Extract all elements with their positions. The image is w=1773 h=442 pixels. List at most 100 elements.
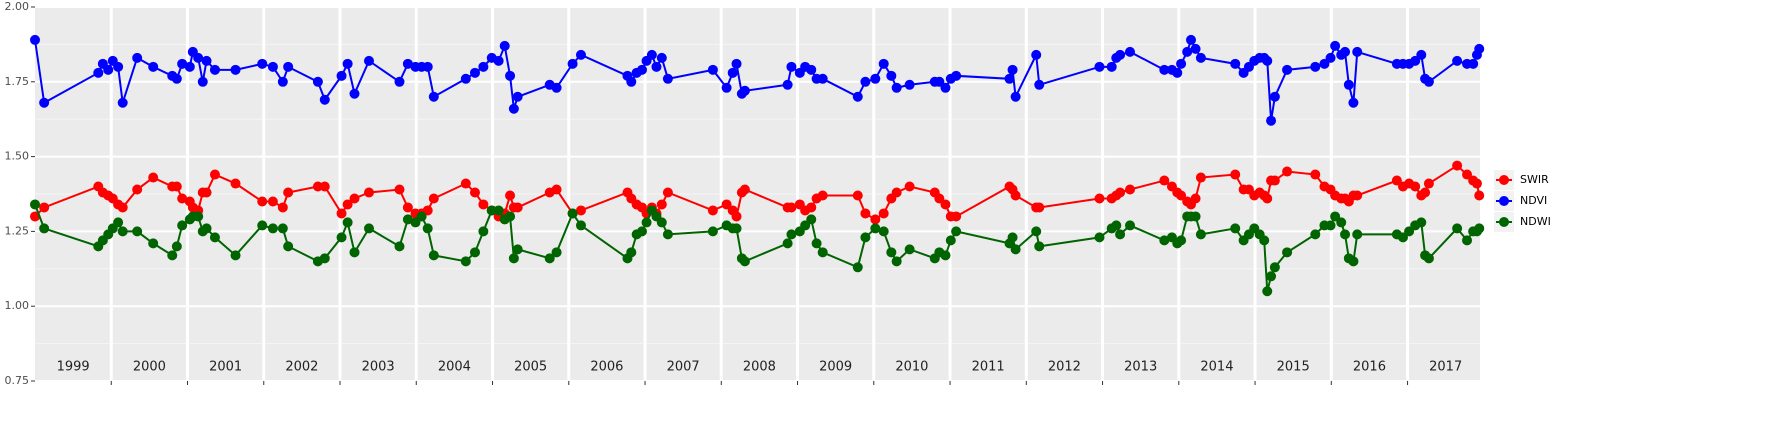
data-point bbox=[860, 208, 871, 219]
year-label: 2000 bbox=[133, 360, 166, 375]
data-point bbox=[1352, 229, 1363, 240]
year-label: 2017 bbox=[1429, 360, 1462, 375]
data-point bbox=[132, 52, 143, 63]
data-point bbox=[30, 34, 40, 45]
data-point bbox=[878, 226, 889, 237]
data-point bbox=[934, 76, 945, 87]
data-point bbox=[786, 229, 797, 240]
data-point bbox=[402, 214, 413, 225]
data-point bbox=[1159, 175, 1170, 186]
data-point bbox=[505, 70, 516, 81]
year-label: 1999 bbox=[57, 360, 90, 375]
data-point bbox=[209, 169, 220, 180]
data-point bbox=[1416, 49, 1427, 60]
data-point bbox=[422, 205, 433, 216]
data-point bbox=[852, 91, 863, 102]
year-label: 2009 bbox=[819, 360, 852, 375]
data-point bbox=[197, 76, 208, 87]
data-point bbox=[1195, 52, 1206, 63]
data-point bbox=[951, 70, 962, 81]
data-point bbox=[499, 40, 510, 51]
data-point bbox=[904, 181, 915, 192]
data-point bbox=[626, 76, 637, 87]
data-point bbox=[1452, 160, 1463, 171]
data-point bbox=[505, 211, 516, 222]
data-point bbox=[283, 241, 294, 252]
legend-label: SWIR bbox=[1520, 173, 1549, 186]
data-point bbox=[512, 244, 523, 255]
data-point bbox=[394, 184, 405, 195]
data-point bbox=[551, 82, 562, 93]
data-point bbox=[469, 67, 480, 78]
data-point bbox=[39, 97, 50, 108]
data-point bbox=[428, 193, 439, 204]
data-point bbox=[940, 250, 951, 261]
data-point bbox=[739, 256, 750, 267]
data-point bbox=[460, 73, 471, 84]
data-point bbox=[575, 205, 586, 216]
data-point bbox=[1269, 91, 1280, 102]
data-point bbox=[1343, 79, 1354, 90]
data-point bbox=[1195, 229, 1206, 240]
data-point bbox=[30, 211, 40, 222]
data-point bbox=[1106, 61, 1117, 72]
data-point bbox=[878, 58, 889, 69]
data-point bbox=[1336, 217, 1347, 228]
data-point bbox=[201, 187, 212, 198]
data-point bbox=[662, 187, 673, 198]
data-point bbox=[891, 256, 902, 267]
data-point bbox=[410, 217, 421, 228]
data-point bbox=[422, 223, 433, 234]
data-point bbox=[786, 202, 797, 213]
data-point bbox=[1124, 46, 1135, 57]
data-point bbox=[1124, 220, 1135, 231]
data-point bbox=[860, 232, 871, 243]
data-point bbox=[817, 73, 828, 84]
data-point bbox=[363, 187, 374, 198]
year-label: 2015 bbox=[1277, 360, 1310, 375]
data-point bbox=[171, 181, 182, 192]
year-label: 2016 bbox=[1353, 360, 1386, 375]
data-point bbox=[363, 55, 374, 66]
data-point bbox=[904, 244, 915, 255]
data-point bbox=[428, 91, 439, 102]
data-point bbox=[870, 214, 881, 225]
legend-dot bbox=[1499, 175, 1509, 185]
data-point bbox=[1010, 91, 1021, 102]
data-point bbox=[230, 178, 241, 189]
data-point bbox=[544, 253, 555, 264]
data-point bbox=[1352, 46, 1363, 57]
year-label: 2005 bbox=[514, 360, 547, 375]
data-point bbox=[512, 202, 523, 213]
data-point bbox=[707, 226, 718, 237]
data-point bbox=[951, 211, 962, 222]
data-point bbox=[782, 79, 793, 90]
data-point bbox=[1310, 61, 1321, 72]
data-point bbox=[1230, 58, 1241, 69]
data-point bbox=[721, 199, 732, 210]
data-point bbox=[428, 250, 439, 261]
data-point bbox=[1195, 172, 1206, 183]
data-point bbox=[1282, 247, 1293, 258]
data-point bbox=[402, 202, 413, 213]
data-point bbox=[1348, 97, 1359, 108]
data-point bbox=[1159, 235, 1170, 246]
data-point bbox=[312, 76, 323, 87]
data-point bbox=[1416, 217, 1427, 228]
data-point bbox=[786, 61, 797, 72]
data-point bbox=[817, 247, 828, 258]
data-point bbox=[1319, 58, 1330, 69]
y-tick-label: 1.50 bbox=[5, 150, 30, 163]
data-point bbox=[1034, 202, 1045, 213]
y-tick-label: 1.75 bbox=[5, 75, 30, 88]
data-point bbox=[940, 82, 951, 93]
data-point bbox=[1325, 52, 1336, 63]
data-point bbox=[1474, 223, 1485, 234]
data-point bbox=[1269, 262, 1280, 273]
data-point bbox=[727, 67, 738, 78]
data-point bbox=[1190, 43, 1201, 54]
data-point bbox=[416, 211, 427, 222]
data-point bbox=[277, 223, 288, 234]
data-point bbox=[567, 58, 578, 69]
data-point bbox=[1094, 61, 1105, 72]
